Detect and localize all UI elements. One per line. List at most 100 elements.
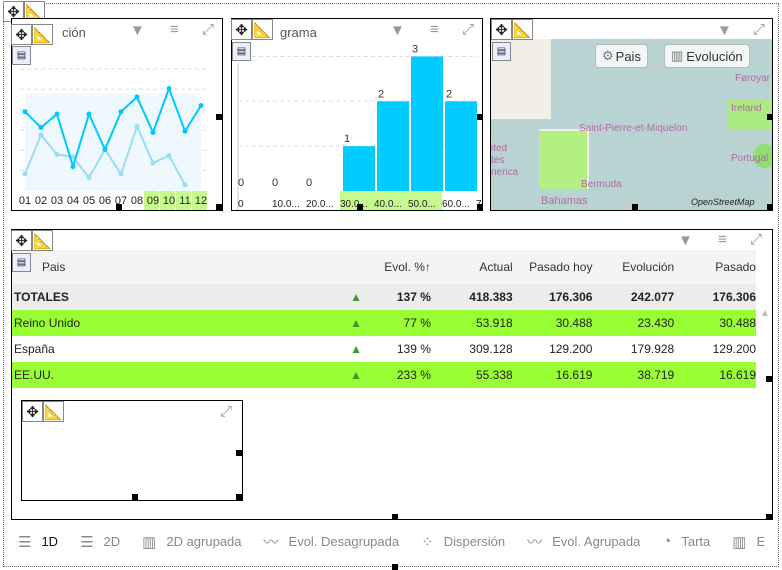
- tab-1d[interactable]: ☰ 1D: [18, 531, 58, 552]
- map-panel: ▼ ⤢ Saint-Pierre-et-Miquelon Bermuda Ire…: [490, 18, 773, 211]
- expand-icon[interactable]: ⤢: [750, 231, 763, 248]
- map-label: Ireland: [731, 103, 762, 114]
- edit-design-icon[interactable]: 📐: [512, 19, 533, 40]
- x-tick-label: 10.0...: [272, 199, 300, 210]
- menu-icon[interactable]: ≡: [170, 21, 179, 38]
- evolution-line-panel: ción ▼ ≡ ⤢ 01 02 03 04 05 06 07 08 09 10 11 12: [11, 18, 223, 211]
- column-header-pasado[interactable]: Pasado: [715, 260, 756, 274]
- table-row[interactable]: EE.UU. ▲ 233 % 55.338 16.619 38.719 16.619: [12, 362, 756, 388]
- resize-handle[interactable]: [216, 114, 222, 120]
- resize-handle[interactable]: [116, 204, 122, 210]
- resize-handle[interactable]: [392, 564, 398, 570]
- move-icon[interactable]: ✥: [3, 1, 24, 22]
- resize-handle[interactable]: [392, 514, 398, 520]
- filter-icon[interactable]: ▼: [717, 22, 732, 39]
- data-point: [118, 171, 124, 177]
- resize-handle[interactable]: [766, 514, 772, 520]
- tab-evol-agrupada[interactable]: 〰 Evol. Agrupada: [527, 531, 640, 552]
- column-header-pasado-hoy[interactable]: Pasado hoy: [529, 260, 593, 274]
- edit-design-icon[interactable]: 📐: [252, 19, 273, 40]
- resize-handle[interactable]: [132, 494, 138, 500]
- filter-icon[interactable]: ▼: [390, 22, 405, 39]
- move-icon[interactable]: ✥: [11, 230, 32, 251]
- resize-handle[interactable]: [632, 204, 638, 210]
- properties-icon[interactable]: ▤: [12, 46, 31, 65]
- tab-label: E: [756, 534, 766, 549]
- column-header-pais[interactable]: Pais: [42, 260, 66, 274]
- column-header-actual[interactable]: Actual: [479, 260, 513, 274]
- country-dimension-button[interactable]: ⚙ Pais: [595, 44, 648, 68]
- scroll-up-icon[interactable]: ▲: [760, 308, 770, 319]
- region-usa[interactable]: [539, 131, 587, 189]
- bar-value-label: 2: [378, 88, 384, 100]
- table-row[interactable]: TOTALES ▲ 137 % 418.383 176.306 242.077 176.30…: [12, 284, 756, 310]
- tab-icon: ▥: [732, 533, 747, 551]
- move-icon[interactable]: ✥: [491, 19, 512, 40]
- histogram-panel: grama ▼ ≡ ⤢ 0 0 0 1 2 3 2 0 10.0... 20.0... 30.0..…: [231, 18, 483, 211]
- move-icon[interactable]: ✥: [22, 401, 43, 422]
- expand-icon[interactable]: ⤢: [462, 21, 475, 38]
- histogram-chart: 0 0 0 1 2 3 2 0 10.0... 20.0... 30.0... 40.0... 50.0…: [237, 43, 482, 210]
- tab-dispersi-n[interactable]: ⁘ Dispersión: [421, 531, 505, 552]
- table-cell: 242.077: [630, 290, 675, 304]
- table-header: Pais Evol. %↑ Actual Pasado hoy Evolució…: [12, 250, 756, 284]
- data-point: [38, 125, 44, 131]
- tab-label: 2D: [103, 534, 121, 549]
- table-row[interactable]: Reino Unido ▲ 77 % 53.918 30.488 23.430 30.488: [12, 310, 756, 336]
- resize-handle[interactable]: [767, 114, 773, 120]
- menu-icon[interactable]: ≡: [430, 21, 439, 38]
- panel-title: ción: [62, 25, 86, 40]
- column-header-evol-pct[interactable]: Evol. %↑: [384, 260, 431, 274]
- data-point: [198, 103, 204, 109]
- resize-handle[interactable]: [766, 376, 772, 382]
- x-tick-label: 03: [51, 195, 63, 207]
- properties-icon[interactable]: ▤: [492, 42, 511, 61]
- edit-design-icon[interactable]: 📐: [43, 401, 64, 422]
- expand-icon[interactable]: ⤢: [220, 403, 233, 420]
- table-cell: 38.719: [637, 368, 675, 382]
- tab-tarta[interactable]: ◔ Tarta: [662, 531, 710, 552]
- region-ireland[interactable]: [727, 99, 772, 129]
- table-cell: 139 %: [396, 342, 431, 356]
- expand-icon[interactable]: ⤢: [753, 21, 766, 38]
- map-attribution[interactable]: OpenStreetMap: [691, 197, 755, 207]
- data-point: [22, 109, 28, 115]
- filter-icon[interactable]: ▼: [130, 22, 145, 39]
- resize-handle[interactable]: [477, 204, 483, 210]
- tab-label: Evol. Agrupada: [552, 534, 641, 549]
- tab-2d[interactable]: ☰ 2D: [80, 531, 120, 552]
- evolution-measure-button[interactable]: ▥ Evolución: [664, 44, 750, 68]
- trend-up-icon: ▲: [350, 368, 363, 382]
- properties-icon[interactable]: ▤: [232, 42, 251, 61]
- resize-handle[interactable]: [357, 204, 363, 210]
- tab-icon: 〰: [263, 534, 279, 551]
- region-spain[interactable]: [753, 144, 772, 168]
- filter-icon[interactable]: ▼: [678, 232, 693, 249]
- menu-icon[interactable]: ≡: [718, 231, 727, 248]
- map-label: tes: [491, 155, 505, 166]
- tab-evol-desagrupada[interactable]: 〰 Evol. Desagrupada: [264, 531, 400, 552]
- move-icon[interactable]: ✥: [231, 19, 252, 40]
- resize-handle[interactable]: [216, 204, 222, 210]
- edit-design-icon[interactable]: 📐: [32, 230, 53, 251]
- tab-e[interactable]: ▥ E: [732, 531, 765, 552]
- x-tick-label: 05: [83, 195, 95, 207]
- resize-handle[interactable]: [236, 494, 242, 500]
- tab-2d-agrupada[interactable]: ▥ 2D agrupada: [142, 531, 241, 552]
- data-point: [102, 147, 108, 153]
- table-settings-icon[interactable]: ▤: [12, 253, 31, 272]
- expand-icon[interactable]: ⤢: [202, 21, 215, 38]
- table-cell: 309.128: [469, 342, 513, 356]
- tab-icon: 〰: [527, 534, 543, 551]
- resize-handle[interactable]: [767, 204, 773, 210]
- table-cell: TOTALES: [14, 290, 69, 304]
- column-header-evolucion[interactable]: Evolución: [622, 260, 675, 274]
- resize-handle[interactable]: [477, 114, 483, 120]
- edit-design-icon[interactable]: 📐: [32, 24, 53, 45]
- tab-label: 1D: [41, 534, 59, 549]
- resize-handle[interactable]: [236, 450, 242, 456]
- table-row[interactable]: España ▲ 139 % 309.128 129.200 179.928 129.200: [12, 336, 756, 362]
- move-icon[interactable]: ✥: [11, 24, 32, 45]
- panel-title: grama: [280, 25, 317, 40]
- highlight-range: [340, 191, 442, 210]
